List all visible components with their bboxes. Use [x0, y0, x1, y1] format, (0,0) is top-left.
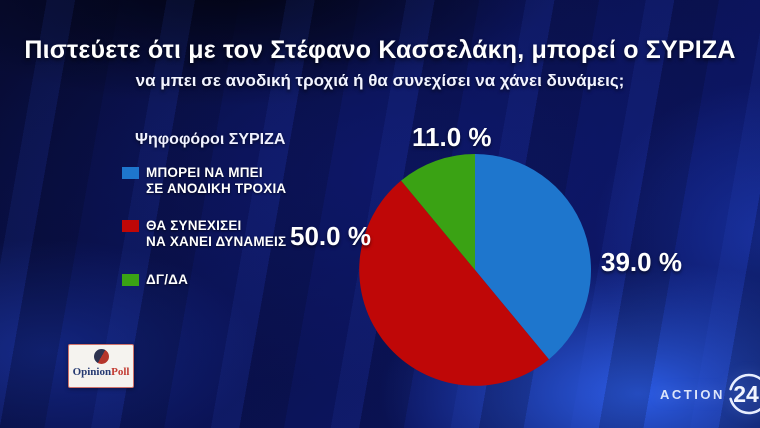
pie-label-green: 11.0 %: [412, 122, 492, 152]
action24-circle-icon: 24: [729, 373, 760, 415]
legend-item-keep-losing: ΘΑ ΣΥΝΕΧΙΣΕΙ ΝΑ ΧΑΝΕΙ ΔΥΝΑΜΕΙΣ: [122, 218, 357, 250]
legend-label: ΔΓ/ΔΑ: [146, 272, 189, 287]
page-title: Πιστεύετε ότι με τον Στέφανο Κασσελάκη, …: [24, 36, 736, 64]
legend: Ψηφοφόροι ΣΥΡΙΖΑ ΜΠΟΡΕΙ ΝΑ ΜΠΕΙ ΣΕ ΑΝΟΔΙ…: [122, 131, 357, 288]
opinionpoll-wordmark: OpinionPoll: [72, 366, 130, 378]
pie-slice-1: [475, 154, 591, 360]
page-subtitle: να μπει σε ανοδική τροχιά ή θα συνεχίσει…: [135, 71, 625, 90]
pie-label-red: 50.0 %: [290, 221, 371, 251]
legend-label: ΜΠΟΡΕΙ ΝΑ ΜΠΕΙ ΣΕ ΑΝΟΔΙΚΗ ΤΡΟΧΙΑ: [146, 165, 287, 196]
opinionpoll-globe-icon: [93, 349, 109, 364]
action24-wordmark: ACTION: [660, 386, 725, 402]
action24-number: 24: [733, 381, 759, 407]
pie-slice-3: [401, 154, 475, 270]
legend-label: ΘΑ ΣΥΝΕΧΙΣΕΙ ΝΑ ΧΑΝΕΙ ΔΥΝΑΜΕΙΣ: [146, 218, 287, 249]
legend-item-dont-know: ΔΓ/ΔΑ: [122, 272, 357, 288]
header: Πιστεύετε ότι με τον Στέφανο Κασσελάκη, …: [0, 36, 760, 91]
legend-swatch-blue: [122, 167, 139, 179]
action24-logo: ACTION 24: [660, 372, 760, 416]
legend-swatch-green: [122, 274, 139, 286]
legend-item-can-rise: ΜΠΟΡΕΙ ΝΑ ΜΠΕΙ ΣΕ ΑΝΟΔΙΚΗ ΤΡΟΧΙΑ: [122, 165, 357, 197]
legend-swatch-red: [122, 220, 139, 232]
opinionpoll-logo: OpinionPoll: [68, 344, 134, 388]
pie-chart: [359, 154, 591, 386]
pie-label-blue: 39.0 %: [601, 247, 682, 277]
pie-slice-2: [359, 180, 549, 386]
legend-title: Ψηφοφόροι ΣΥΡΙΖΑ: [135, 131, 286, 148]
